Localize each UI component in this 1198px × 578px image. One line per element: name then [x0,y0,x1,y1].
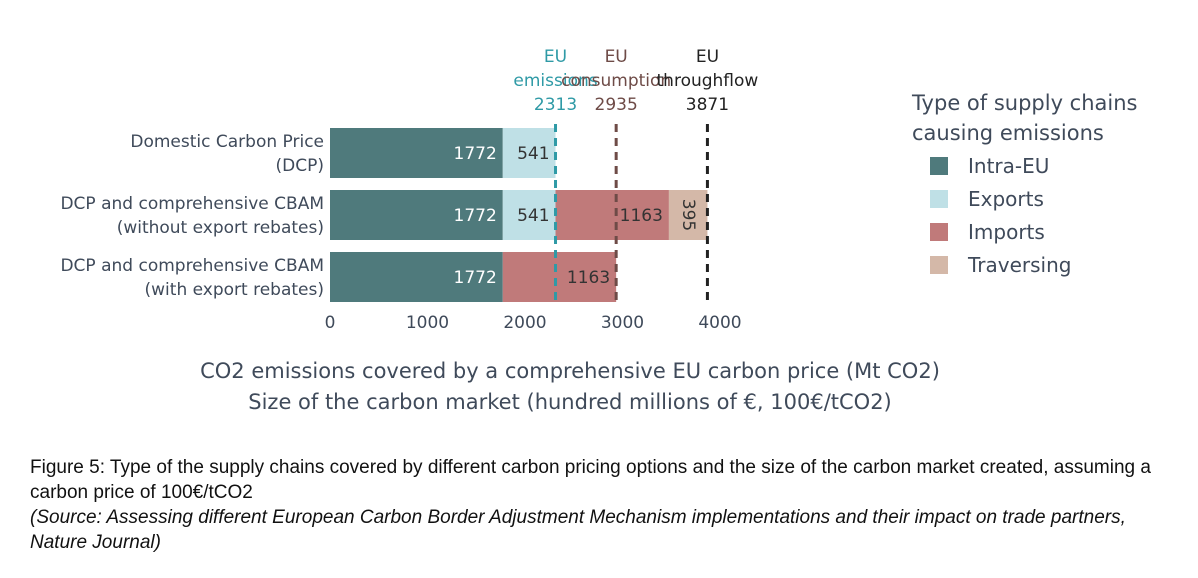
bar-intra-eu-0 [330,128,503,178]
category-label-2-line1: DCP and comprehensive CBAM [60,256,324,276]
category-label-2-line2: (with export rebates) [145,280,324,300]
data-label-exports-0: 541 [517,144,549,164]
x-axis-title-line1: CO2 emissions covered by a comprehensive… [200,359,940,383]
legend-label-intra-eu: Intra-EU [968,154,1049,178]
data-label-intra-eu-2: 1772 [454,268,497,288]
bar-intra-eu-1 [330,190,503,240]
bar-intra-eu-2 [330,252,503,302]
legend-title-line2: causing emissions [912,121,1104,145]
legend-label-traversing: Traversing [967,253,1071,277]
caption-main: Figure 5: Type of the supply chains cove… [30,457,1151,503]
legend-swatch-traversing [930,256,948,274]
legend-title-line1: Type of supply chains [911,91,1137,115]
reference-label-1-line2: consumption [561,71,671,91]
bar-traversing-1 [668,190,708,240]
category-label-0-line1: Domestic Carbon Price [130,132,324,152]
x-tick-label-2: 2000 [503,313,546,333]
legend-swatch-exports [930,190,948,208]
reference-label-2-line2: throughflow [657,71,759,91]
category-label-1-line2: (without export rebates) [117,218,324,238]
reference-label-0-line1: EU [544,47,567,67]
category-label-0-line2: (DCP) [276,156,324,176]
data-label-traversing-1: 395 [678,199,698,231]
reference-label-2-line1: EU [696,47,719,67]
bar-exports-1 [502,190,556,240]
data-label-intra-eu-0: 1772 [454,144,497,164]
category-label-1-line1: DCP and comprehensive CBAM [60,194,324,214]
legend-swatch-imports [930,223,948,241]
caption-source: (Source: Assessing different European Ca… [30,507,1126,553]
x-tick-label-1: 1000 [406,313,449,333]
legend-swatch-intra-eu [930,157,948,175]
legend-label-exports: Exports [968,187,1044,211]
x-tick-label-0: 0 [325,313,336,333]
stacked-bar-chart: 1772 541 Domestic Carbon Price (DCP) 1772 541… [60,47,1137,414]
data-label-intra-eu-1: 1772 [454,206,497,226]
x-axis-title-line2: Size of the carbon market (hundred milli… [248,390,892,414]
reference-value-1: 2935 [595,95,638,115]
bar-imports-2 [502,252,617,302]
figure-caption: Figure 5: Type of the supply chains cove… [30,455,1180,555]
x-tick-label-4: 4000 [698,313,741,333]
bar-exports-0 [502,128,556,178]
data-label-imports-1: 1163 [620,206,663,226]
reference-label-1-line1: EU [605,47,628,67]
bar-imports-1 [555,190,669,240]
reference-label-0-line2: emissions [513,71,597,91]
data-label-imports-2: 1163 [567,268,610,288]
reference-value-2: 3871 [686,95,729,115]
reference-value-0: 2313 [534,95,577,115]
x-tick-label-3: 3000 [601,313,644,333]
data-label-exports-1: 541 [517,206,549,226]
legend-label-imports: Imports [968,220,1045,244]
